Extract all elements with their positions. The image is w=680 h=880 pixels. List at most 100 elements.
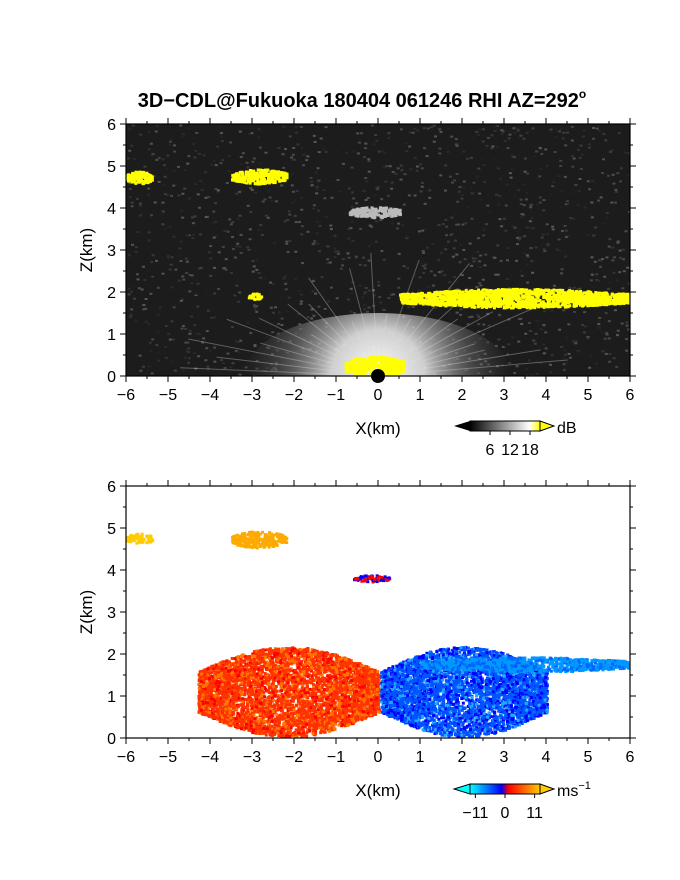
echo-pixel (132, 534, 136, 538)
noise-pixel (341, 264, 345, 267)
noise-pixel (455, 143, 459, 146)
echo-pixel (432, 294, 436, 298)
echo-pixel (438, 290, 442, 294)
noise-pixel (540, 152, 544, 155)
noise-pixel (421, 265, 425, 268)
noise-pixel (557, 238, 561, 241)
echo-pixel (141, 540, 145, 544)
noise-pixel (520, 370, 524, 373)
echo-pixel (366, 580, 370, 584)
echo-pixel (552, 295, 556, 299)
noise-pixel (221, 367, 225, 370)
echo-pixel (236, 177, 240, 181)
echo-pixel (283, 540, 287, 544)
noise-pixel (576, 287, 580, 290)
noise-pixel (459, 243, 463, 246)
echo-pixel (499, 304, 503, 308)
echo-pixel (252, 650, 256, 654)
noise-pixel (202, 337, 206, 340)
echo-pixel (401, 367, 405, 371)
noise-pixel (619, 256, 623, 259)
noise-pixel (561, 137, 565, 140)
noise-pixel (201, 341, 205, 344)
echo-pixel (268, 542, 272, 546)
noise-pixel (613, 201, 617, 204)
noise-pixel (131, 124, 135, 127)
noise-pixel (250, 188, 254, 191)
echo-pixel (126, 536, 130, 540)
noise-pixel (571, 165, 575, 168)
noise-pixel (374, 134, 378, 137)
echo-pixel (463, 297, 467, 301)
noise-pixel (437, 224, 441, 227)
echo-pixel (628, 299, 630, 303)
noise-pixel (290, 184, 294, 187)
noise-pixel (283, 220, 287, 223)
noise-pixel (285, 310, 289, 313)
echo-pixel (255, 175, 259, 179)
noise-pixel (462, 248, 466, 251)
noise-pixel (607, 337, 611, 340)
echo-pixel (470, 294, 474, 298)
noise-pixel (411, 306, 415, 309)
noise-pixel (385, 134, 389, 137)
echo-pixel (485, 290, 489, 294)
noise-pixel (351, 220, 355, 223)
noise-pixel (544, 331, 548, 334)
noise-pixel (382, 258, 386, 261)
echo-pixel (541, 300, 545, 304)
noise-pixel (572, 157, 576, 160)
noise-pixel (377, 284, 381, 287)
noise-pixel (392, 293, 396, 296)
echo-pixel (350, 366, 354, 370)
noise-pixel (224, 258, 228, 261)
noise-pixel (538, 147, 542, 150)
echo-pixel (493, 297, 497, 301)
echo-pixel (234, 679, 238, 683)
echo-pixel (397, 360, 401, 364)
noise-pixel (601, 232, 605, 235)
noise-pixel (320, 276, 324, 279)
noise-pixel (172, 184, 176, 187)
noise-pixel (225, 182, 229, 185)
noise-pixel (403, 173, 407, 176)
noise-pixel (446, 150, 450, 153)
noise-pixel (212, 236, 216, 239)
noise-pixel (147, 322, 151, 325)
echo-pixel (391, 208, 395, 212)
echo-pixel (550, 289, 554, 293)
echo-pixel (262, 182, 266, 186)
echo-pixel (393, 369, 397, 373)
echo-pixel (592, 297, 596, 301)
echo-pixel (570, 289, 574, 293)
noise-pixel (616, 334, 620, 337)
noise-pixel (141, 265, 145, 268)
echo-pixel (586, 304, 590, 308)
echo-pixel (542, 305, 546, 309)
echo-pixel (374, 208, 378, 212)
noise-pixel (190, 315, 194, 318)
noise-pixel (236, 341, 240, 344)
noise-pixel (143, 279, 147, 282)
echo-pixel (572, 293, 576, 297)
echo-pixel (137, 178, 141, 182)
echo-pixel (139, 174, 143, 178)
noise-pixel (576, 350, 580, 353)
noise-pixel (564, 229, 568, 232)
echo-pixel (150, 178, 154, 182)
noise-pixel (499, 316, 503, 319)
noise-pixel (475, 130, 479, 133)
noise-pixel (176, 165, 180, 168)
noise-pixel (168, 268, 172, 271)
noise-pixel (335, 271, 339, 274)
echo-pixel (488, 303, 492, 307)
noise-pixel (219, 132, 223, 135)
echo-pixel (361, 362, 365, 366)
echo-pixel (241, 533, 245, 537)
echo-pixel (607, 301, 611, 305)
noise-pixel (560, 272, 564, 275)
chart-title: 3D−CDL@Fukuoka 180404 061246 RHI AZ=292o (138, 87, 587, 112)
noise-pixel (214, 235, 218, 238)
noise-pixel (214, 220, 218, 223)
